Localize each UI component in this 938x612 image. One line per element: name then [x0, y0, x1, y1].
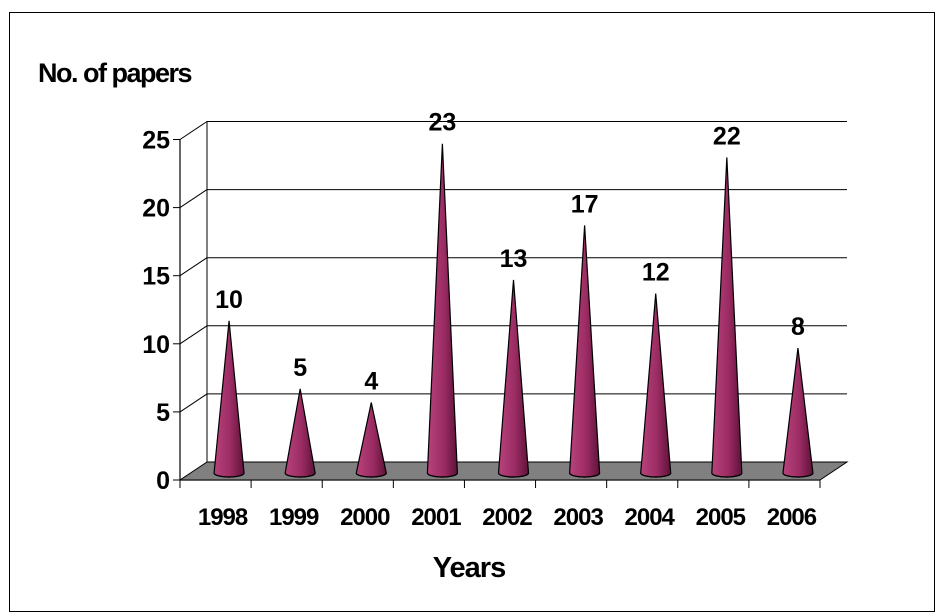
- y-tick-labels: 0 5 10 15 20 25: [142, 127, 170, 496]
- bar-cone: [213, 320, 245, 478]
- x-tick-label: 1998: [198, 504, 248, 531]
- bar-cone-base: [213, 472, 245, 478]
- bar-cone: [782, 347, 814, 478]
- bar-cone-base: [640, 472, 672, 478]
- bar-cone: [497, 279, 530, 478]
- y-tick-label: 0: [156, 467, 170, 495]
- y-axis-title: No. of papers: [38, 58, 193, 88]
- bar-cone-body: [213, 320, 245, 478]
- bar-cone-body: [355, 402, 387, 478]
- bar-cone-body: [569, 225, 601, 478]
- bar-cone-base: [497, 472, 530, 478]
- bar-cone: [711, 157, 743, 478]
- data-label: 12: [642, 259, 670, 287]
- x-tick-label: 2005: [696, 504, 746, 531]
- gridline-diagonal: [179, 189, 208, 209]
- x-tick-label: 2000: [340, 504, 390, 531]
- gridline-diagonal: [179, 325, 208, 345]
- x-axis-title: Years: [432, 552, 506, 584]
- x-tick-label: 2002: [482, 504, 532, 531]
- bar-cone-body: [782, 347, 814, 478]
- data-labels: 10 5 4 23 13 17 12 22 8: [215, 109, 805, 396]
- bar-cone: [640, 293, 672, 478]
- bar-cone-body: [711, 157, 743, 478]
- data-label: 4: [364, 368, 378, 396]
- data-label: 17: [571, 190, 599, 218]
- y-tick-label: 25: [142, 127, 170, 155]
- y-tick-label: 10: [142, 331, 170, 359]
- gridline-diagonal: [179, 393, 208, 413]
- x-tick-label: 2003: [553, 504, 603, 531]
- y-tick-label: 15: [142, 263, 170, 291]
- bars: [213, 143, 814, 478]
- gridlines: [179, 121, 847, 413]
- y-tick-label: 5: [156, 399, 170, 427]
- x-tick-label: 1999: [269, 504, 319, 531]
- x-tick-labels: 1998 1999 2000 2001 2002 2003 2004 2005 2006: [198, 504, 818, 531]
- bar-cone-base: [782, 472, 814, 478]
- data-label: 13: [500, 245, 528, 273]
- chart-frame: [9, 12, 935, 612]
- data-label: 8: [791, 313, 805, 341]
- bar-cone: [284, 388, 316, 478]
- bar-cone-body: [497, 279, 530, 478]
- bar-cone: [355, 402, 387, 478]
- gridline-diagonal: [179, 257, 208, 277]
- bar-cone-base: [284, 472, 316, 478]
- gridline-diagonal: [179, 121, 208, 140]
- x-tick-label: 2006: [767, 504, 817, 531]
- bar-cone-base: [426, 472, 458, 478]
- x-tick-label: 2004: [625, 504, 676, 531]
- cone-bar-chart: 0 5 10 15 20 25 10 5 4 23 13 17 12 22 8 1998 1999 2000 2…: [142, 109, 849, 531]
- bar-cone-base: [355, 472, 387, 478]
- data-label: 23: [428, 109, 456, 137]
- bar-cone-base: [569, 472, 601, 478]
- bar-cone-body: [426, 143, 458, 478]
- bar-cone-body: [284, 388, 316, 478]
- bar-cone-base: [711, 472, 743, 478]
- x-tick-label: 2001: [411, 504, 461, 531]
- y-tick-label: 20: [142, 195, 170, 223]
- bar-cone-body: [640, 293, 672, 478]
- data-label: 5: [293, 354, 307, 382]
- data-label: 10: [215, 286, 243, 314]
- bar-cone: [569, 225, 601, 478]
- data-label: 22: [713, 122, 741, 150]
- bar-cone: [426, 143, 458, 478]
